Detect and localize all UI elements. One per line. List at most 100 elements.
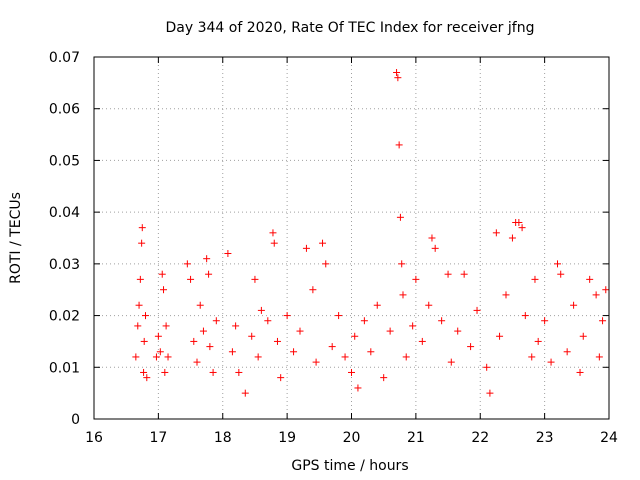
y-tick-label: 0.01 — [49, 360, 80, 376]
data-point — [348, 368, 355, 376]
data-point — [454, 327, 462, 335]
data-point — [264, 317, 272, 325]
data-point — [599, 317, 607, 325]
data-point — [283, 312, 291, 320]
x-axis-label: GPS time / hours — [291, 458, 408, 474]
data-point — [164, 353, 172, 361]
y-axis-label: ROTI / TECUs — [8, 192, 24, 284]
data-point — [547, 358, 555, 366]
axis-ticks: 16 17 18 19 20 21 22 23 24 0 0.01 0.02 0.03 0.04 0.05 0… — [49, 50, 618, 446]
data-point — [341, 353, 349, 361]
chart-title: Day 344 of 2020, Rate Of TEC Index for r… — [166, 20, 535, 36]
y-tick-label: 0.05 — [49, 153, 80, 169]
data-point — [142, 312, 149, 320]
data-point — [396, 213, 404, 221]
y-tick-label: 0.04 — [49, 205, 80, 221]
data-point — [140, 337, 148, 345]
data-point — [235, 368, 243, 376]
data-point — [531, 275, 539, 283]
data-point — [206, 343, 214, 351]
data-point — [277, 374, 285, 382]
data-point — [273, 337, 281, 345]
data-point — [135, 301, 143, 309]
data-point — [586, 275, 594, 283]
data-point — [232, 322, 240, 330]
data-point — [257, 306, 265, 314]
data-point — [592, 291, 600, 299]
data-point — [418, 337, 426, 345]
data-point — [428, 234, 436, 242]
x-tick-label: 23 — [536, 430, 554, 446]
data-point — [241, 389, 249, 397]
data-point — [393, 69, 401, 77]
y-tick-label: 0.07 — [49, 50, 80, 66]
y-tick-label: 0.06 — [49, 102, 80, 118]
data-point — [203, 255, 211, 263]
data-point — [322, 260, 330, 268]
data-point — [183, 260, 191, 268]
data-point — [351, 332, 359, 340]
data-point — [373, 301, 381, 309]
data-point — [570, 301, 578, 309]
data-point — [367, 348, 375, 356]
data-point — [156, 348, 164, 356]
data-point — [158, 270, 166, 278]
data-point — [380, 374, 388, 382]
data-point — [521, 312, 529, 320]
data-point — [534, 337, 542, 345]
data-point — [496, 332, 504, 340]
data-point — [563, 348, 571, 356]
x-tick-label: 20 — [343, 430, 361, 446]
y-tick-label: 0.02 — [49, 309, 80, 325]
data-point — [254, 353, 262, 361]
data-point — [541, 317, 549, 325]
data-point — [460, 270, 468, 278]
data-point — [248, 332, 256, 340]
data-point — [412, 275, 420, 283]
data-point — [296, 327, 304, 335]
data-point — [140, 368, 148, 376]
data-point — [309, 286, 317, 294]
data-point — [136, 275, 144, 283]
x-tick-label: 18 — [214, 430, 232, 446]
data-point — [193, 358, 201, 366]
data-point — [425, 301, 433, 309]
data-point — [486, 389, 494, 397]
y-tick-label: 0.03 — [49, 257, 80, 273]
data-point — [335, 312, 343, 320]
data-points — [132, 69, 610, 397]
data-point — [190, 337, 198, 345]
data-point — [154, 332, 162, 340]
data-point — [579, 332, 587, 340]
data-point — [269, 229, 277, 237]
data-point — [431, 244, 439, 252]
data-point — [576, 368, 584, 376]
x-tick-label: 19 — [278, 430, 296, 446]
data-point — [595, 353, 603, 361]
data-point — [502, 291, 510, 299]
data-point — [160, 286, 168, 294]
data-point — [209, 368, 217, 376]
data-point — [134, 322, 142, 330]
data-point — [312, 358, 320, 366]
data-point — [444, 270, 452, 278]
data-point — [528, 353, 536, 361]
data-point — [554, 260, 561, 268]
data-point — [394, 74, 402, 82]
data-point — [354, 384, 362, 392]
data-point — [319, 239, 327, 247]
data-point — [212, 317, 220, 325]
data-point — [473, 306, 481, 314]
data-point — [187, 275, 195, 283]
data-point — [224, 250, 232, 258]
data-point — [152, 353, 160, 361]
data-point — [228, 348, 236, 356]
data-point — [196, 301, 204, 309]
x-tick-label: 21 — [407, 430, 425, 446]
data-point — [402, 353, 410, 361]
data-point — [602, 286, 610, 294]
data-point — [270, 239, 278, 247]
data-point — [138, 239, 146, 247]
x-tick-label: 16 — [85, 430, 103, 446]
